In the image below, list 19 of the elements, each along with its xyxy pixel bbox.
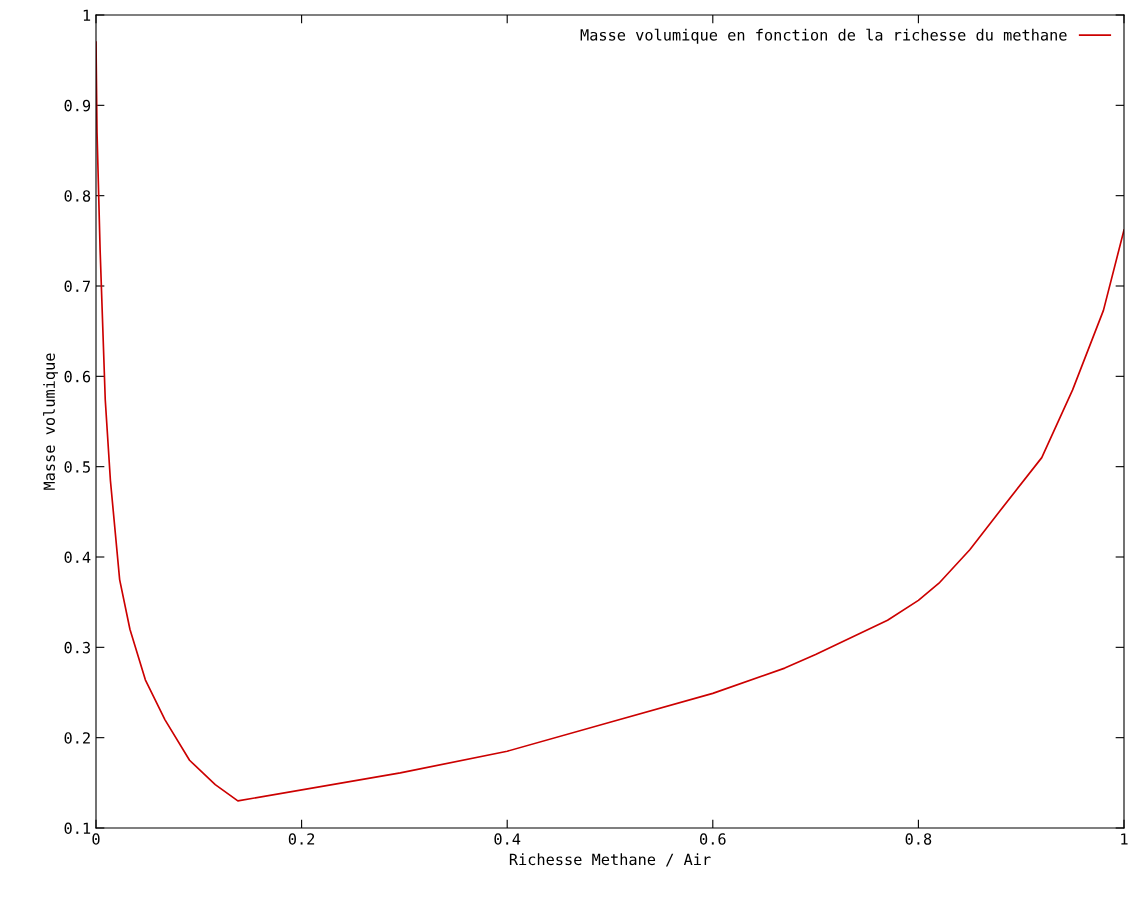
y-tick-label: 0.3	[64, 641, 90, 654]
legend-label: Masse volumique en fonction de la richesse du methane	[580, 28, 1067, 44]
y-axis-title: Masse volumique	[43, 353, 58, 490]
y-tick-label: 1	[83, 9, 91, 21]
y-tick-label: 0.9	[64, 99, 91, 112]
x-tick-label: 0.2	[288, 833, 315, 845]
x-tick-label: 0.4	[494, 833, 521, 845]
y-tick-label: 0.7	[64, 280, 90, 293]
y-tick-label: 0.8	[64, 190, 91, 202]
y-tick-label: 0.6	[64, 370, 91, 383]
y-tick-label: 0.4	[64, 551, 91, 564]
y-tick-label: 0.2	[64, 732, 90, 744]
x-tick-label: 0.6	[700, 833, 726, 845]
y-tick-label: 0.1	[64, 822, 91, 835]
x-tick-label: 1	[1121, 833, 1128, 845]
x-tick-label: 0.8	[905, 833, 932, 845]
y-tick-label: 0.5	[64, 461, 90, 473]
x-tick-label: 0	[92, 833, 100, 845]
x-axis-title: Richesse Methane / Air	[509, 853, 711, 867]
